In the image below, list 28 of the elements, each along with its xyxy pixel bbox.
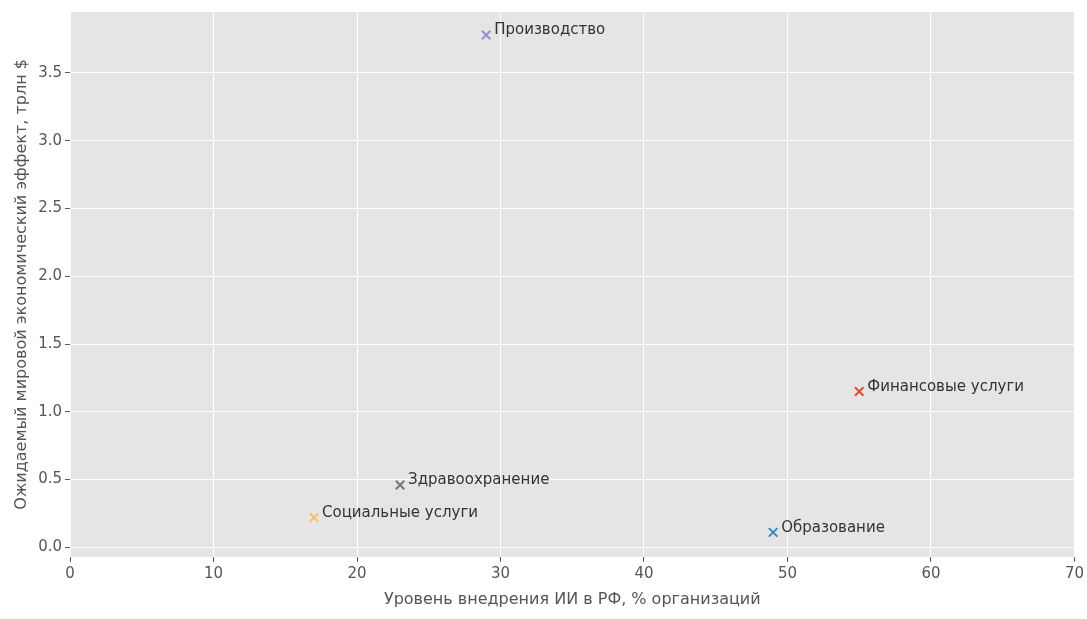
y-tick-label: 2.5 <box>38 198 63 217</box>
x-tick-label: 10 <box>203 563 224 582</box>
series-label: Здравоохранение <box>408 470 550 489</box>
series-label: Производство <box>494 20 606 39</box>
point <box>853 386 865 397</box>
y-tick-label: 1.5 <box>38 333 63 352</box>
point <box>308 512 320 523</box>
point <box>394 479 406 491</box>
y-axis-title: Ожидаемый мировой экономический эффект, трлн $ <box>10 59 30 510</box>
x-tick-label: 60 <box>921 563 941 582</box>
x-tick-label: 50 <box>777 563 798 582</box>
x-tick-label: 40 <box>634 563 654 582</box>
x-tick-label: 70 <box>1064 563 1084 582</box>
y-tick-label: 2.0 <box>38 266 63 285</box>
point <box>767 527 779 538</box>
series-label: Образование <box>781 517 885 536</box>
y-tick-label: 0.5 <box>38 469 63 488</box>
x-tick-label: 20 <box>347 563 367 582</box>
series-label: Социальные услуги <box>321 502 479 521</box>
y-tick-label: 3.5 <box>38 62 63 81</box>
y-tick-label: 0.0 <box>38 537 63 556</box>
point <box>480 29 492 41</box>
x-tick-label: 0 <box>65 563 75 582</box>
series-label: Финансовые услуги <box>867 376 1025 395</box>
x-axis-title: Уровень внедрения ИИ в РФ, % организаций <box>383 588 761 608</box>
x-tick-label: 30 <box>490 563 511 582</box>
y-tick-label: 3.0 <box>38 130 63 149</box>
y-tick-label: 1.0 <box>38 401 63 420</box>
